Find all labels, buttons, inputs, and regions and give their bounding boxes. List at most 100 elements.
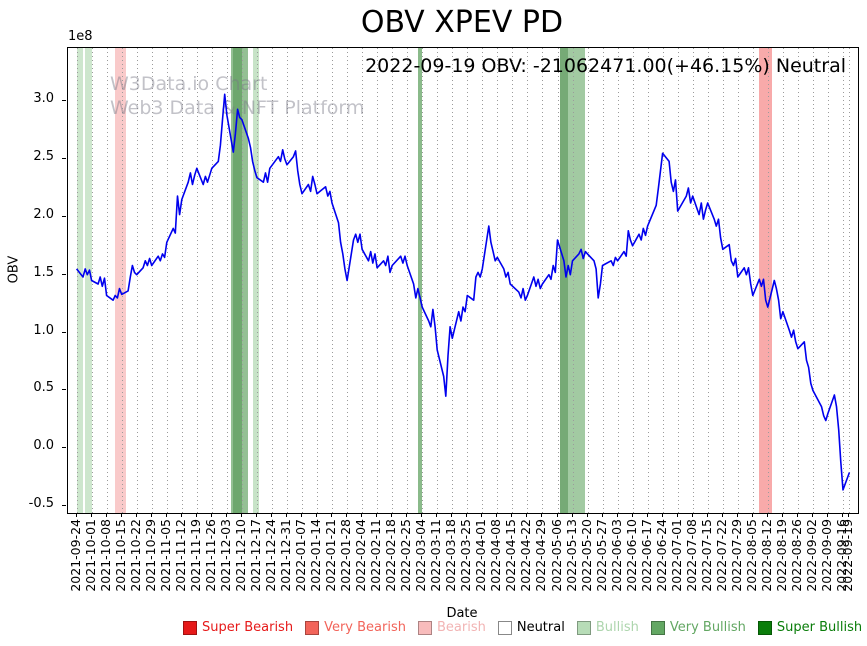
sentiment-band-layer (68, 48, 858, 513)
x-tick-label: 2021-10-08 (97, 519, 113, 592)
x-tick-label: 2022-04-08 (488, 519, 504, 592)
x-tick-label: 2021-12-31 (278, 519, 293, 592)
y-tick-label: 2.5 (33, 149, 54, 164)
x-gridline (377, 48, 379, 513)
legend-item-very-bearish: Very Bearish (305, 620, 406, 635)
x-gridline (662, 48, 664, 513)
x-tick-label: 2021-10-29 (142, 519, 158, 592)
x-tick-label: 2022-06-24 (653, 519, 669, 592)
x-tick-label: 2021-11-12 (172, 519, 188, 592)
x-gridline (849, 48, 851, 513)
x-tick-label: 2022-08-05 (743, 519, 759, 592)
x-tick-label: 2021-12-24 (262, 519, 278, 592)
x-tick-label: 2021-09-24 (67, 519, 83, 592)
x-gridline (827, 48, 829, 513)
x-gridline (557, 48, 559, 513)
x-tick-label: 2022-07-15 (698, 519, 714, 592)
x-gridline (767, 48, 769, 513)
y-tick-label: 1.5 (33, 264, 54, 280)
y-tick-label: 0.5 (33, 380, 54, 396)
x-gridline (482, 48, 484, 513)
y-tick-label: -0.5 (28, 496, 54, 512)
legend-swatch-neutral (497, 620, 512, 635)
x-tick-label: 2022-07-29 (728, 519, 744, 592)
x-tick-label: 2021-10-01 (82, 519, 98, 592)
x-gridline (332, 48, 333, 513)
watermark-line2: Web3 Data & NFT Platform (110, 97, 365, 119)
watermark: W3Data.io Chart Web3 Data & NFT Platform (110, 72, 364, 120)
x-gridline (362, 48, 364, 513)
legend-label-very-bearish: Very Bearish (324, 620, 406, 635)
legend-item-bullish: Bullish (576, 620, 639, 635)
x-gridline (527, 48, 529, 513)
y-axis: -0.5 0.0 0.5 1.0 1.5 2.0 2.5 3.0 (0, 47, 62, 512)
x-tick-label: 2022-05-27 (593, 519, 609, 592)
x-tick-label: 2022-08-26 (788, 519, 804, 592)
x-gridline (181, 48, 183, 513)
y-tick-mark (62, 215, 66, 217)
y-tick-mark (62, 273, 66, 275)
x-gridline (752, 48, 754, 513)
x-tick-label: 2022-02-04 (353, 519, 369, 592)
y-axis-offset-label: 1e8 (68, 29, 93, 44)
x-gridline (692, 48, 694, 513)
x-tick-label: 2021-12-17 (247, 519, 263, 592)
x-tick-label: 2021-12-03 (217, 519, 233, 592)
x-gridline (317, 48, 318, 513)
x-tick-label: 2022-07-22 (713, 519, 729, 592)
chart-title: OBV XPEV PD (360, 5, 564, 40)
x-tick-label: 2022-08-19 (773, 519, 789, 592)
y-tick-mark (62, 331, 66, 333)
legend-label-bearish: Bearish (436, 620, 486, 635)
x-gridline (196, 48, 198, 513)
x-tick-label: 2022-03-18 (443, 519, 459, 592)
x-tick-label: 2022-02-18 (383, 519, 399, 592)
x-tick-label: 2022-01-28 (338, 519, 354, 592)
y-tick-mark (62, 505, 66, 507)
y-tick-label: 0.0 (33, 438, 54, 454)
legend-swatch-super-bullish (757, 620, 772, 635)
band-bearish (115, 48, 126, 513)
x-tick-label: 2022-07-08 (683, 519, 699, 592)
latest-value-annotation: 2022-09-19 OBV: -21062471.00(+46.15%) Ne… (365, 55, 846, 77)
y-tick-mark (62, 158, 66, 159)
x-gridline (121, 48, 123, 513)
x-tick-label: 2021-10-15 (112, 519, 128, 592)
legend-label-super-bearish: Super Bearish (202, 620, 294, 635)
x-tick-label: 2022-01-07 (293, 519, 308, 592)
x-gridline (632, 48, 634, 513)
y-tick-label: 3.0 (33, 91, 54, 107)
watermark-line1: W3Data.io Chart (110, 73, 268, 95)
x-gridline (392, 48, 394, 513)
x-gridline (166, 48, 168, 513)
x-tick-label: 2021-11-26 (202, 519, 218, 592)
band-very-bullish (231, 48, 249, 513)
obv-line (75, 93, 851, 491)
x-tick-label: 2022-08-12 (758, 519, 774, 592)
x-tick-label: 2022-06-10 (623, 519, 639, 592)
y-tick-mark (62, 447, 66, 449)
band-very-bearish (759, 48, 773, 513)
x-gridline (707, 48, 709, 513)
legend-item-super-bullish: Super Bullish (757, 620, 862, 635)
x-gridline (422, 48, 424, 513)
x-gridline (136, 48, 138, 513)
legend-item-very-bullish: Very Bullish (650, 620, 746, 635)
x-tick-label: 2022-05-20 (578, 519, 594, 592)
x-gridline (76, 48, 78, 513)
x-tick-label: 2022-04-15 (503, 519, 519, 592)
x-axis: 2021-09-24 2021-10-01 2021-10-08 2021-10-15… (67, 512, 857, 608)
x-gridline (407, 48, 409, 513)
x-gridline (722, 48, 724, 513)
band-very-bullish (233, 48, 242, 513)
x-tick-label: 2022-03-25 (458, 519, 474, 592)
band-very-bullish (568, 48, 586, 513)
band-bullish (252, 48, 259, 513)
x-tick-label: 2021-11-05 (157, 519, 173, 592)
x-gridline (437, 48, 439, 513)
x-gridline (647, 48, 649, 513)
x-tick-label: 2022-04-01 (473, 519, 489, 592)
x-gridline (587, 48, 589, 513)
x-gridline (106, 48, 108, 513)
